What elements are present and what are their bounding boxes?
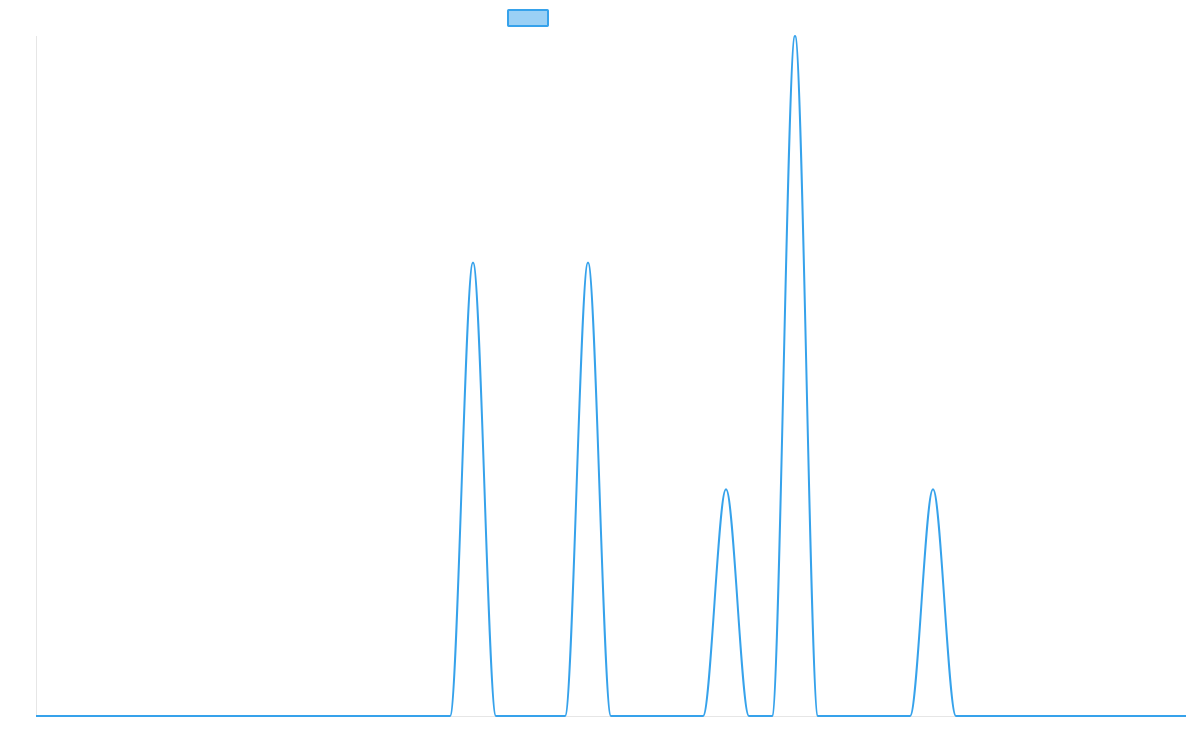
- data-point[interactable]: [1160, 713, 1166, 719]
- data-point[interactable]: [470, 260, 476, 266]
- data-point[interactable]: [861, 713, 867, 719]
- data-point[interactable]: [884, 713, 890, 719]
- data-point[interactable]: [194, 713, 200, 719]
- data-point[interactable]: [700, 713, 706, 719]
- data-point[interactable]: [1137, 713, 1143, 719]
- data-point[interactable]: [171, 713, 177, 719]
- series-line-1: [36, 35, 1186, 717]
- data-point[interactable]: [631, 713, 637, 719]
- data-point[interactable]: [79, 713, 85, 719]
- data-point[interactable]: [332, 713, 338, 719]
- data-point[interactable]: [608, 713, 614, 719]
- data-point[interactable]: [516, 713, 522, 719]
- data-point[interactable]: [102, 713, 108, 719]
- data-point[interactable]: [148, 713, 154, 719]
- data-point[interactable]: [424, 713, 430, 719]
- data-point[interactable]: [447, 713, 453, 719]
- data-point[interactable]: [309, 713, 315, 719]
- data-point[interactable]: [838, 713, 844, 719]
- data-point[interactable]: [286, 713, 292, 719]
- data-point[interactable]: [401, 713, 407, 719]
- data-point[interactable]: [378, 713, 384, 719]
- data-point[interactable]: [723, 486, 729, 492]
- data-point[interactable]: [654, 713, 660, 719]
- data-point[interactable]: [125, 713, 131, 719]
- data-point[interactable]: [953, 713, 959, 719]
- data-point[interactable]: [1114, 713, 1120, 719]
- data-point[interactable]: [1068, 713, 1074, 719]
- data-point[interactable]: [33, 713, 39, 719]
- data-point[interactable]: [930, 486, 936, 492]
- data-point[interactable]: [1045, 713, 1051, 719]
- data-point[interactable]: [815, 713, 821, 719]
- data-point[interactable]: [769, 713, 775, 719]
- data-point[interactable]: [907, 713, 913, 719]
- data-point[interactable]: [999, 713, 1005, 719]
- data-point[interactable]: [56, 713, 62, 719]
- legend-swatch-series-1[interactable]: [507, 9, 549, 27]
- data-point[interactable]: [792, 33, 798, 39]
- data-point[interactable]: [493, 713, 499, 719]
- data-point[interactable]: [217, 713, 223, 719]
- data-point[interactable]: [746, 713, 752, 719]
- data-point[interactable]: [539, 713, 545, 719]
- data-point[interactable]: [1183, 713, 1189, 719]
- data-point[interactable]: [1022, 713, 1028, 719]
- data-point[interactable]: [976, 713, 982, 719]
- legend[interactable]: [507, 9, 549, 27]
- plot-area: [33, 33, 1189, 719]
- data-point[interactable]: [1091, 713, 1097, 719]
- data-point[interactable]: [355, 713, 361, 719]
- data-point[interactable]: [677, 713, 683, 719]
- data-point[interactable]: [562, 713, 568, 719]
- data-point[interactable]: [263, 713, 269, 719]
- data-point[interactable]: [240, 713, 246, 719]
- data-point[interactable]: [585, 260, 591, 266]
